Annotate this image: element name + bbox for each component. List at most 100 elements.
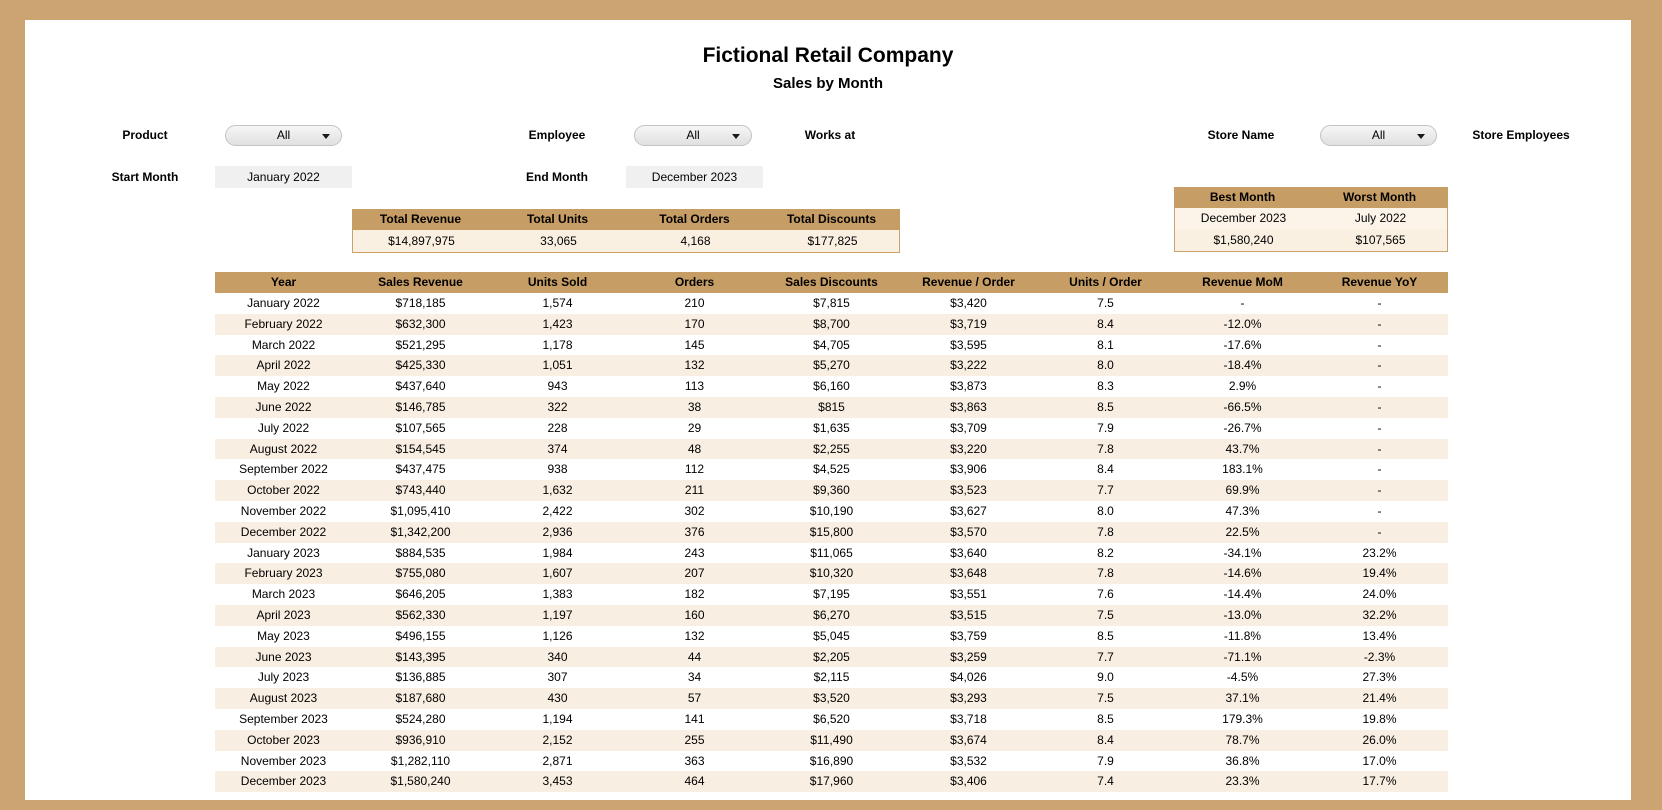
table-cell: October 2023 [247, 732, 320, 747]
table-cell: 48 [687, 441, 702, 456]
table-cell: -2.3% [1363, 649, 1396, 664]
table-cell: $6,520 [813, 711, 850, 726]
best-month-header: Best Month [1209, 190, 1276, 204]
table-cell: -71.1% [1223, 649, 1262, 664]
table-cell: 7.5 [1097, 607, 1114, 622]
total-revenue-header: Total Revenue [379, 212, 462, 226]
table-cell: $3,906 [950, 462, 987, 477]
product-dropdown[interactable]: All [225, 125, 342, 146]
table-cell: 13.4% [1362, 628, 1397, 643]
col-header-sales-discounts: Sales Discounts [785, 275, 878, 289]
table-cell: 302 [684, 503, 705, 518]
table-cell: $3,520 [813, 691, 850, 706]
table-cell: 113 [684, 379, 705, 394]
table-cell: 8.1 [1097, 337, 1114, 352]
table-cell: May 2022 [257, 379, 310, 394]
table-cell: -34.1% [1223, 545, 1262, 560]
end-month-input[interactable]: December 2023 [626, 166, 763, 188]
employee-dropdown[interactable]: All [634, 125, 752, 146]
table-cell: September 2022 [239, 462, 328, 477]
table-cell: 160 [684, 607, 705, 622]
store-name-dropdown[interactable]: All [1320, 125, 1437, 146]
table-cell: 7.9 [1097, 753, 1114, 768]
table-cell: 43.7% [1225, 441, 1260, 456]
total-units-value: 33,065 [540, 234, 577, 248]
col-header-units-sold: Units Sold [527, 275, 588, 289]
table-cell: December 2022 [240, 524, 327, 539]
table-cell: 17.0% [1362, 753, 1397, 768]
table-cell: 22.5% [1225, 524, 1260, 539]
table-cell: $187,680 [395, 691, 446, 706]
table-cell: 1,126 [542, 628, 573, 643]
dashboard-card: Fictional Retail Company Sales by Month … [25, 20, 1631, 800]
total-revenue-value: $14,897,975 [388, 234, 455, 248]
summary-values-row: $14,897,975 33,065 4,168 $177,825 [352, 230, 900, 253]
table-cell: August 2023 [249, 691, 318, 706]
table-cell: 207 [684, 566, 705, 581]
table-cell: $3,293 [950, 691, 987, 706]
table-cell: 322 [547, 399, 568, 414]
end-month-label: End Month [526, 170, 588, 184]
table-cell: 183.1% [1222, 462, 1263, 477]
table-cell: $2,115 [813, 670, 850, 685]
table-cell: $136,885 [395, 670, 446, 685]
best-worst-header-row: Best Month Worst Month [1174, 187, 1448, 208]
table-cell: $936,910 [395, 732, 446, 747]
table-cell: 3,453 [542, 774, 573, 789]
table-cell: $107,565 [395, 420, 446, 435]
table-cell: - [1377, 358, 1382, 373]
table-cell: 255 [684, 732, 705, 747]
table-row: October 2023 $936,910 2,152 255 $11,490 $3,67… [215, 729, 1448, 751]
table-row: August 2022 $154,545 374 48 $2,255 $3,220 7.8 4… [215, 438, 1448, 460]
table-cell: 8.0 [1097, 358, 1114, 373]
table-cell: - [1377, 316, 1382, 331]
col-header-sales-revenue: Sales Revenue [378, 275, 463, 289]
start-month-input[interactable]: January 2022 [215, 166, 352, 188]
table-cell: November 2022 [240, 503, 327, 518]
table-cell: 7.7 [1097, 483, 1114, 498]
table-cell: 179.3% [1222, 711, 1263, 726]
table-cell: 2,871 [542, 753, 573, 768]
table-cell: 7.5 [1097, 691, 1114, 706]
table-cell: 2,936 [542, 524, 573, 539]
table-cell: 7.6 [1097, 587, 1114, 602]
table-cell: $3,222 [950, 358, 987, 373]
table-cell: $16,890 [809, 753, 854, 768]
table-cell: 8.4 [1097, 732, 1114, 747]
table-cell: $562,330 [395, 607, 446, 622]
table-cell: 44 [687, 649, 702, 664]
table-cell: 8.5 [1097, 628, 1114, 643]
table-cell: 228 [547, 420, 568, 435]
table-cell: April 2023 [256, 607, 311, 622]
table-cell: - [1377, 420, 1382, 435]
table-row: September 2023 $524,280 1,194 141 $6,520 $3,7… [215, 708, 1448, 730]
table-cell: 69.9% [1225, 483, 1260, 498]
table-cell: 132 [684, 358, 705, 373]
table-cell: 23.2% [1362, 545, 1397, 560]
table-row: June 2023 $143,395 340 44 $2,205 $3,259 7.7 -71… [215, 646, 1448, 668]
table-cell: $755,080 [395, 566, 446, 581]
table-cell: $3,648 [950, 566, 987, 581]
table-cell: $4,705 [813, 337, 850, 352]
table-cell: $1,635 [813, 420, 850, 435]
start-month-label: Start Month [111, 170, 179, 184]
table-cell: 2.9% [1228, 379, 1257, 394]
table-cell: $6,160 [813, 379, 850, 394]
table-cell: -66.5% [1223, 399, 1262, 414]
product-dropdown-value: All [276, 128, 291, 142]
table-cell: - [1240, 296, 1245, 310]
table-cell: $521,295 [395, 337, 446, 352]
table-cell: - [1377, 462, 1382, 477]
table-cell: $2,205 [813, 649, 850, 664]
table-cell: 1,178 [542, 337, 573, 352]
table-cell: $3,551 [950, 587, 987, 602]
table-cell: 8.4 [1097, 462, 1114, 477]
table-cell: October 2022 [247, 483, 320, 498]
table-cell: $146,785 [395, 399, 446, 414]
table-cell: 210 [684, 296, 705, 310]
table-cell: 307 [547, 670, 568, 685]
table-cell: 78.7% [1225, 732, 1260, 747]
table-cell: $743,440 [395, 483, 446, 498]
table-row: December 2023 $1,580,240 3,453 464 $17,960 $3… [215, 771, 1448, 793]
table-cell: 938 [547, 462, 568, 477]
